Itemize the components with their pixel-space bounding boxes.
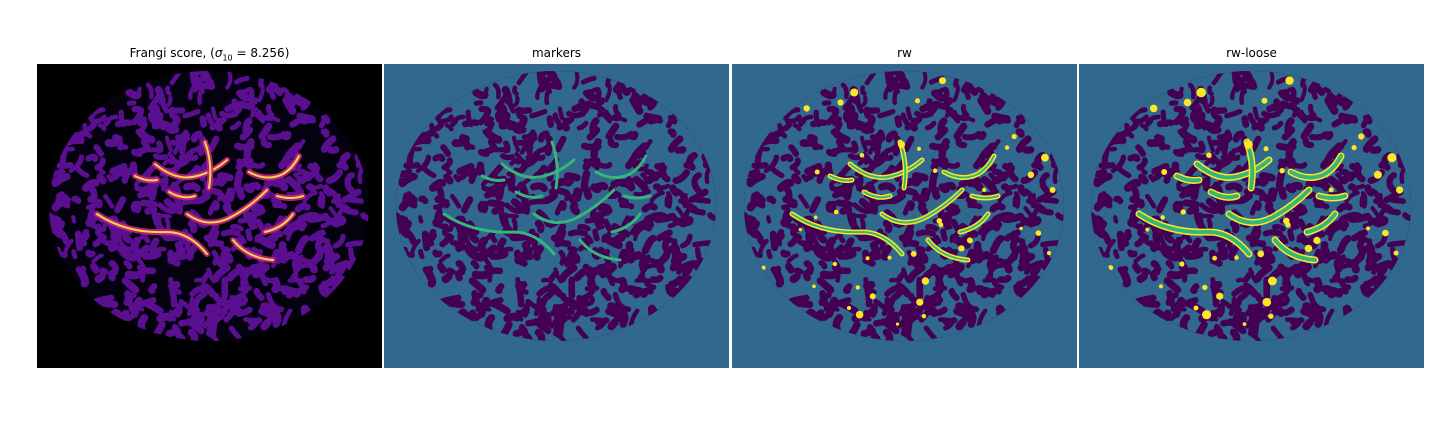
rw-loose-panel: rw-loose xyxy=(1079,44,1424,368)
rw-loose-title: rw-loose xyxy=(1226,46,1277,60)
rw-image xyxy=(732,64,1077,368)
rw-loose-image xyxy=(1079,64,1424,368)
markers-image xyxy=(384,64,729,368)
markers-panel: markers xyxy=(384,44,729,368)
markers-title: markers xyxy=(531,46,582,60)
frangi-panel: Frangi score, (σ10 = 8.256) xyxy=(37,44,382,368)
rw-panel: rw xyxy=(732,44,1077,368)
frangi-title: Frangi score, (σ10 = 8.256) xyxy=(129,46,290,63)
frangi-image xyxy=(37,64,382,368)
rw-title: rw xyxy=(897,46,912,60)
